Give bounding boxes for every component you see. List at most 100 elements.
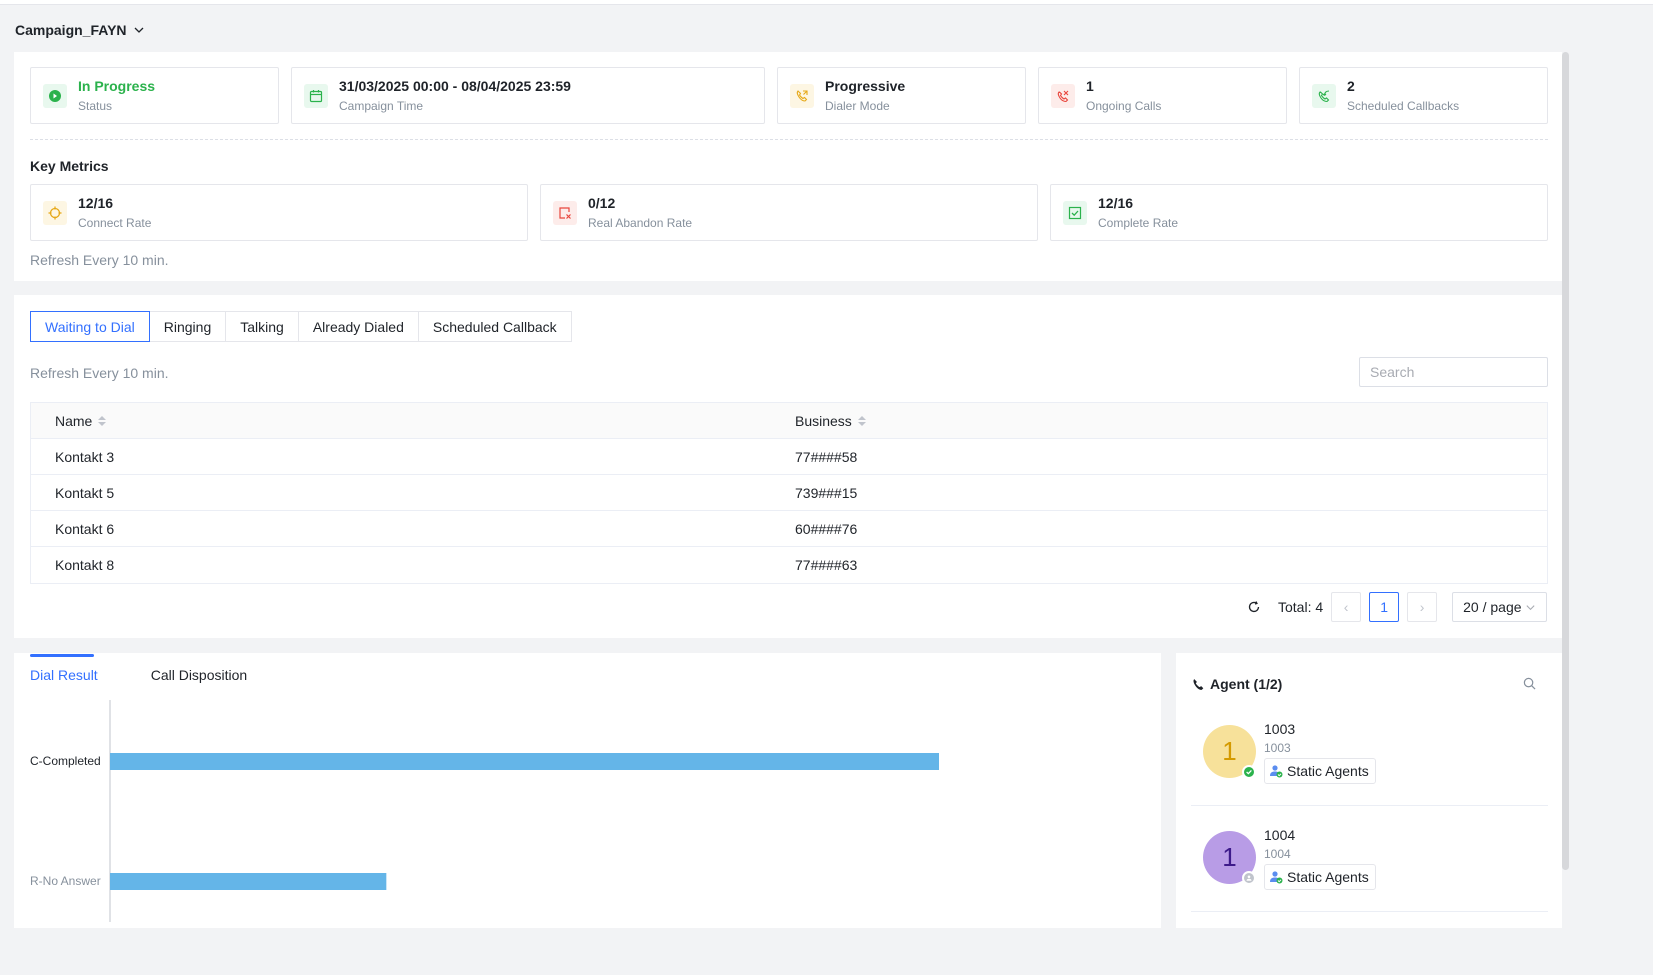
- complete-rate-value: 12/16: [1098, 194, 1134, 211]
- phone-icon: [1193, 678, 1204, 690]
- prev-page-button[interactable]: ‹: [1331, 592, 1362, 622]
- sort-name-icon[interactable]: [98, 415, 107, 426]
- cell-name: Kontakt 3: [55, 448, 115, 465]
- tab-dial-result[interactable]: Dial Result: [30, 654, 98, 683]
- connect-rate-label: Connect Rate: [78, 215, 152, 230]
- tab-scheduled-callback[interactable]: Scheduled Callback: [417, 311, 572, 342]
- next-page-button[interactable]: ›: [1407, 592, 1438, 622]
- chart-bar[interactable]: [110, 873, 387, 890]
- campaign-time-label: Campaign Time: [339, 98, 424, 113]
- top-border: [0, 0, 1653, 5]
- users-icon: [1270, 871, 1283, 884]
- chart-category-label: R-No Answer: [30, 874, 101, 888]
- cell-business: 60####76: [795, 520, 858, 537]
- ongoing-calls-label: Ongoing Calls: [1086, 98, 1162, 113]
- phone-outgoing-icon: [790, 83, 814, 108]
- users-icon: [1270, 765, 1283, 778]
- campaign-selector[interactable]: Campaign_FAYN: [15, 22, 145, 38]
- phone-callback-icon: [1312, 83, 1336, 108]
- page-size-select[interactable]: 20 / page: [1452, 592, 1547, 622]
- sort-business-icon[interactable]: [857, 415, 866, 426]
- dialer-mode-card: Progressive Dialer Mode: [777, 67, 1026, 124]
- calls-refresh-note: Refresh Every 10 min.: [30, 365, 169, 381]
- play-circle-icon: [43, 83, 67, 108]
- table-row[interactable]: Kontakt 3 77####58: [31, 439, 1547, 475]
- complete-rate-card: 12/16 Complete Rate: [1050, 184, 1548, 241]
- scheduled-callbacks-value: 2: [1347, 77, 1355, 94]
- agent-header: Agent (1/2): [1191, 676, 1282, 692]
- tab-waiting-to-dial[interactable]: Waiting to Dial: [30, 311, 150, 342]
- status-label: Status: [78, 98, 113, 113]
- tab-ringing[interactable]: Ringing: [148, 311, 227, 342]
- abandon-rate-label: Real Abandon Rate: [588, 215, 693, 230]
- search-input[interactable]: [1370, 364, 1551, 380]
- agent-panel: [1176, 653, 1562, 928]
- chart-category-label: C-Completed: [30, 754, 101, 768]
- agent-name: 1004: [1264, 827, 1296, 843]
- cell-name: Kontakt 8: [55, 557, 115, 573]
- search-box: [1359, 357, 1551, 387]
- agent-extension: 1004: [1264, 847, 1291, 861]
- agent-tag-label: Static Agents: [1287, 869, 1369, 885]
- page-scrollbar[interactable]: [1562, 52, 1569, 870]
- campaign-name: Campaign_FAYN: [15, 22, 127, 38]
- chevron-down-icon: [134, 27, 143, 33]
- agent-title: Agent (1/2): [1210, 676, 1283, 692]
- cell-name: Kontakt 5: [55, 484, 115, 501]
- column-business-header: Business: [795, 412, 852, 429]
- avatar: 1: [1203, 831, 1256, 884]
- pagination: Total: 4 ‹ 1 › 20 / page: [1247, 592, 1547, 622]
- call-status-tabs: Waiting to Dial Ringing Talking Already …: [30, 311, 572, 342]
- table-row[interactable]: Kontakt 6 60####76: [31, 511, 1547, 547]
- refresh-icon[interactable]: [1247, 600, 1261, 614]
- dialer-mode-value: Progressive: [825, 77, 906, 94]
- agent-search-icon[interactable]: [1523, 677, 1536, 690]
- scheduled-callbacks-label: Scheduled Callbacks: [1347, 98, 1460, 113]
- dial-result-chart: C-Completed R-No Answer: [30, 700, 939, 922]
- agent-item[interactable]: 1 1003 1003 Static Agents: [1191, 700, 1548, 806]
- chevron-right-icon: ›: [1419, 599, 1425, 615]
- abandon-rate-card: 0/12 Real Abandon Rate: [540, 184, 1038, 241]
- agent-name: 1003: [1264, 721, 1296, 737]
- phone-missed-icon: [1051, 83, 1075, 108]
- table-row[interactable]: Kontakt 8 77####63: [31, 547, 1547, 583]
- status-card: In Progress Status: [30, 67, 279, 124]
- table-row[interactable]: Kontakt 5 739###15: [31, 475, 1547, 511]
- tab-talking[interactable]: Talking: [225, 311, 299, 342]
- connect-rate-value: 12/16: [78, 194, 114, 211]
- status-value: In Progress: [78, 77, 156, 94]
- divider: [30, 139, 1548, 140]
- ongoing-calls-card: 1 Ongoing Calls: [1038, 67, 1287, 124]
- cell-business: 739###15: [795, 484, 858, 501]
- cell-business: 77####63: [795, 557, 858, 573]
- chevron-down-icon: [1525, 604, 1535, 610]
- column-name-header: Name: [55, 412, 93, 429]
- target-icon: [43, 200, 67, 225]
- agent-item[interactable]: 1 1004 1004 Static Agents: [1191, 806, 1548, 912]
- calendar-icon: [304, 83, 328, 108]
- agent-type-tag: Static Agents: [1264, 758, 1376, 784]
- contacts-table: Name Business Kontakt 3 77####58 Kontakt…: [30, 402, 1548, 584]
- cell-business: 77####58: [795, 448, 858, 465]
- online-status-icon: [1242, 765, 1256, 779]
- connect-rate-card: 12/16 Connect Rate: [30, 184, 528, 241]
- page-size-value: 20 / page: [1463, 599, 1522, 615]
- agent-tag-label: Static Agents: [1287, 763, 1369, 779]
- chevron-left-icon: ‹: [1343, 599, 1349, 615]
- chart-bar[interactable]: [110, 753, 939, 770]
- campaign-time-card: 31/03/2025 00:00 - 08/04/2025 23:59 Campa…: [291, 67, 765, 124]
- tab-call-disposition[interactable]: Call Disposition: [150, 667, 248, 683]
- offline-status-icon: [1242, 871, 1256, 885]
- page-1-button[interactable]: 1: [1369, 592, 1400, 622]
- campaign-time-value: 31/03/2025 00:00 - 08/04/2025 23:59: [339, 77, 571, 94]
- check-square-icon: [1063, 200, 1087, 225]
- abandon-icon: [553, 200, 577, 225]
- results-tabs: Dial Result Call Disposition: [30, 654, 247, 683]
- scheduled-callbacks-card: 2 Scheduled Callbacks: [1299, 67, 1548, 124]
- key-metrics-title: Key Metrics: [30, 158, 109, 174]
- table-header: Name Business: [31, 403, 1547, 439]
- abandon-rate-value: 0/12: [588, 194, 616, 211]
- metrics-refresh-note: Refresh Every 10 min.: [30, 252, 169, 268]
- tab-already-dialed[interactable]: Already Dialed: [297, 311, 419, 342]
- dialer-mode-label: Dialer Mode: [825, 98, 890, 113]
